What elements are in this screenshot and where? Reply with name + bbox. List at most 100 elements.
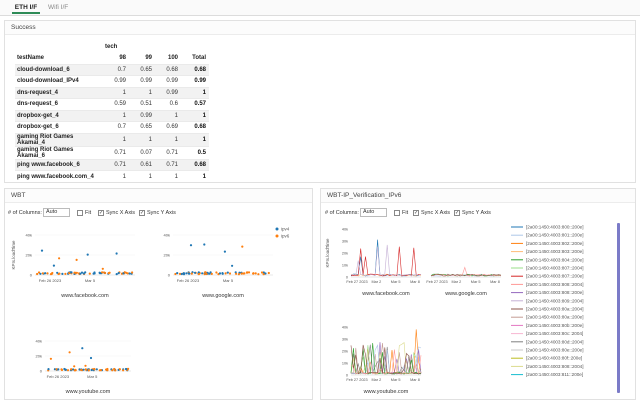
- wbt-panel: WBT # of Columns: Auto Fit ✓ Sync X Axis…: [4, 188, 313, 400]
- legend-label: [2a00:1450:4003:811::200e]: [526, 372, 583, 377]
- x-tick-label: Mar 8: [490, 280, 500, 284]
- value-cell: 1: [181, 132, 209, 146]
- value-cell: 0.61: [129, 158, 155, 171]
- sync-x-checkbox[interactable]: ✓: [98, 210, 104, 216]
- ipv4-point: [201, 272, 204, 275]
- value-cell: 0.59: [103, 98, 129, 110]
- columns-input[interactable]: Auto: [43, 208, 70, 217]
- ipv4-point: [52, 264, 56, 267]
- y-tick-label: 30k: [342, 338, 348, 342]
- ipv6-point: [73, 271, 76, 274]
- sync-x-checkbox[interactable]: ✓: [413, 210, 419, 216]
- value-cell: 0.99: [129, 109, 155, 122]
- ipv6-point: [58, 257, 61, 260]
- ipv6-point: [237, 273, 240, 276]
- fit-checkbox[interactable]: [77, 210, 83, 216]
- y-tick-label: 20k: [342, 350, 348, 354]
- y-tick-label: 0: [30, 273, 33, 278]
- ipv4-point: [90, 368, 93, 372]
- x-tick-label: Mar 5: [85, 278, 96, 283]
- ipv4-point: [80, 271, 84, 274]
- test-name-cell: ping www.facebook_6: [15, 158, 103, 171]
- series-line: [350, 273, 422, 277]
- wbt-charts: 40k 20k 0 Feb 26 2023 Mar 5 www.facebook.com K…: [11, 227, 290, 396]
- ipv4-point: [189, 244, 193, 247]
- ipv4-point: [40, 249, 44, 252]
- value-cell: 0.99: [155, 86, 181, 99]
- legend-label: [2a00:1450:4003:80d::2004]: [526, 339, 583, 344]
- series-line: [350, 244, 422, 277]
- columns-label: # of Columns:: [8, 210, 42, 216]
- y-tick-label: 20k: [164, 253, 170, 258]
- test-name-cell: dns-request_6: [15, 98, 103, 110]
- series-line: [350, 349, 422, 375]
- ipv4-point: [223, 250, 226, 253]
- ipv4-point: [180, 272, 183, 276]
- x-tick-label: Feb 26 2023: [47, 374, 70, 379]
- test-name-cell: dropbox-get_4: [15, 109, 103, 122]
- legend-label: [2a00:1450:4003:80c::2004]: [526, 331, 583, 336]
- column-header: 99: [145, 55, 152, 61]
- y-tick-label: 0: [346, 374, 348, 378]
- test-name-cell: cloud-download_IPv4: [15, 75, 103, 87]
- ipv6-point: [85, 368, 88, 371]
- ipv6-point: [68, 351, 71, 354]
- ipv6-point: [104, 271, 107, 275]
- test-name-cell: ping www.facebook.com_4: [15, 170, 103, 182]
- value-cell: 0.71: [103, 158, 129, 171]
- y-tick-label: 20k: [342, 252, 348, 256]
- ipv4-point: [98, 271, 101, 274]
- value-cell: 1: [181, 170, 209, 182]
- sync-y-checkbox[interactable]: ✓: [139, 210, 145, 216]
- table-row: gaming Riot Games Akamai_4 1 1 1 1: [15, 132, 209, 146]
- ipv6-point: [262, 273, 265, 276]
- chart-caption: www.youtube.com: [363, 389, 409, 395]
- group-header: tech: [105, 43, 118, 50]
- columns-input[interactable]: Auto: [360, 208, 387, 217]
- ipv4-point: [86, 253, 89, 256]
- ipv6-point: [257, 273, 260, 276]
- ipv6-point: [73, 369, 76, 372]
- value-cell: 1: [155, 170, 181, 182]
- ipv6-point: [190, 272, 193, 275]
- test-name-cell: gaming Riot Games Akamai_6: [15, 145, 103, 159]
- ipv6-point: [224, 272, 227, 275]
- tab-wifi[interactable]: Wifi I/F: [48, 4, 69, 11]
- value-cell: 0.7: [103, 63, 129, 76]
- tab-eth[interactable]: ETH I/F: [12, 2, 40, 14]
- y-tick-label: 0: [40, 369, 43, 374]
- scatter-chart: 40k 20k 0 Feb 26 2023 Mar 5 www.facebook.com K…: [11, 233, 135, 299]
- value-cell: 1: [181, 109, 209, 122]
- y-tick-label: 40k: [36, 339, 42, 344]
- x-tick-label: Mar 5: [391, 378, 401, 382]
- series-line: [430, 266, 502, 277]
- ipv6-point: [126, 272, 129, 275]
- x-tick-label: Mar 2: [371, 280, 381, 284]
- ipv6-point: [205, 272, 208, 276]
- ipv4-point: [115, 273, 118, 276]
- success-table: tech testName 98 99 100 Total cloud-down…: [15, 41, 209, 182]
- fit-checkbox[interactable]: [394, 210, 400, 216]
- sync-y-checkbox[interactable]: ✓: [454, 210, 460, 216]
- line-chart: Feb 27 2023 Mar 2 Mar 5 Mar 8 www.google.com: [426, 266, 502, 297]
- ipv6-point: [228, 272, 232, 275]
- legend-scrollbar[interactable]: [617, 223, 620, 393]
- ipv4-point: [226, 271, 229, 274]
- test-name-cell: dns-request_4: [15, 86, 103, 99]
- series-line: [350, 344, 422, 375]
- x-tick-label: Mar 2: [371, 378, 381, 382]
- ipv6-point: [210, 272, 213, 275]
- ipv4-point: [193, 271, 197, 274]
- value-cell: 0.7: [103, 121, 129, 133]
- ipv6-point: [105, 368, 108, 371]
- ipv4-point: [81, 347, 84, 350]
- ipv6-point: [118, 368, 121, 371]
- table-row: gaming Riot Games Akamai_6 0.71 0.07 0.71 0.…: [15, 145, 209, 159]
- value-cell: 0.65: [129, 63, 155, 76]
- ipv4-point: [122, 272, 125, 275]
- value-cell: 0.57: [181, 98, 209, 110]
- ipv6-point: [101, 267, 104, 270]
